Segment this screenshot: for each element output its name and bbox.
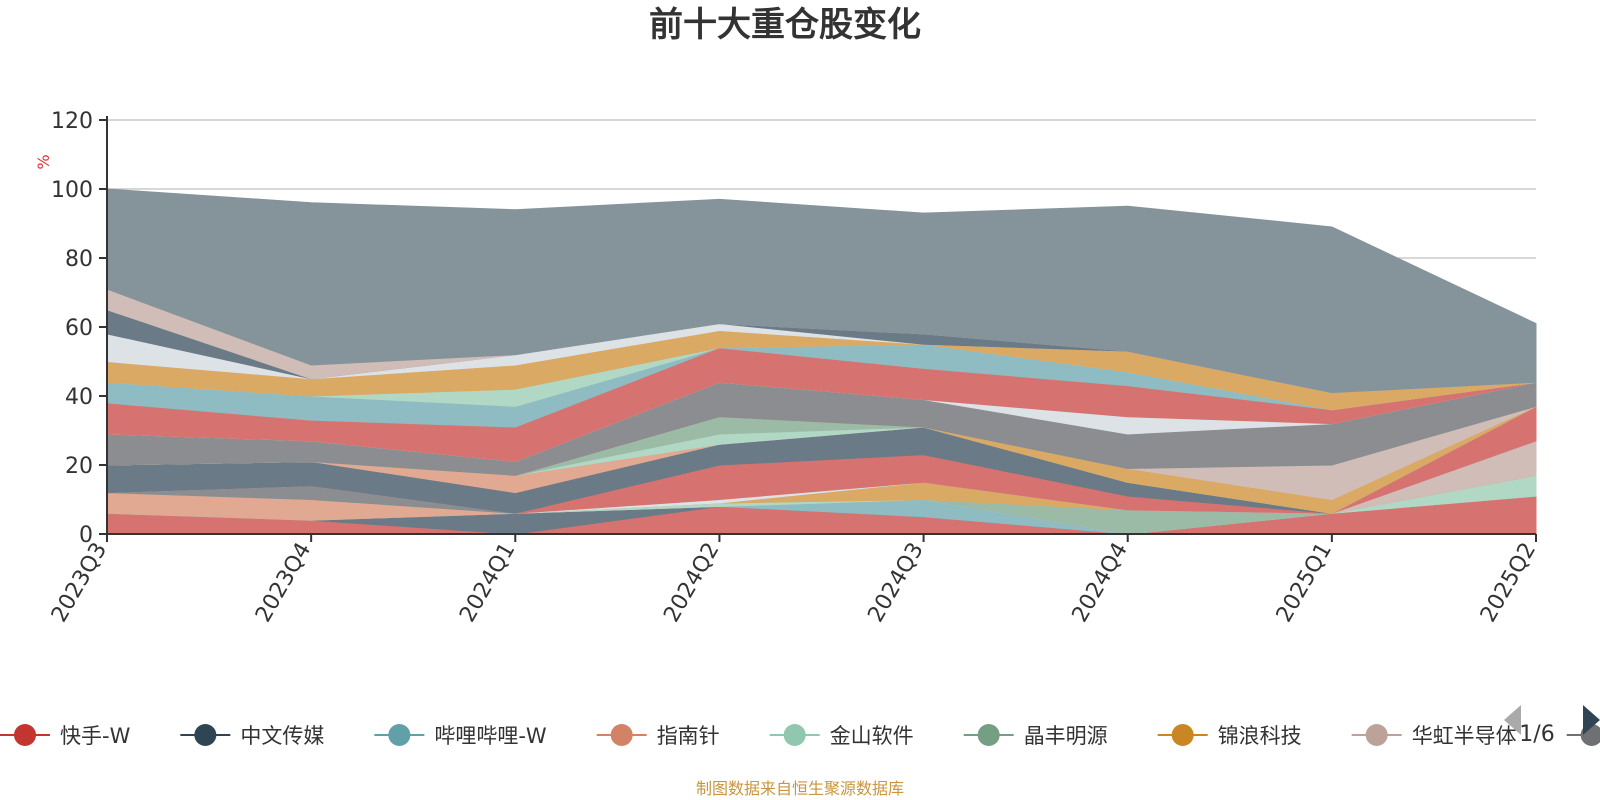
axes — [99, 116, 1537, 542]
legend-pager: 1/6 — [1504, 705, 1600, 747]
y-tick-label: 0 — [79, 523, 93, 548]
legend-circle-marker — [194, 724, 217, 746]
legend-item[interactable]: 哔哩哔哩-W — [374, 724, 547, 748]
y-tick-label: 60 — [65, 316, 93, 341]
x-tick-label: 2024Q4 — [1068, 539, 1133, 627]
x-tick-label: 2025Q2 — [1476, 539, 1541, 627]
y-tick-label: 80 — [65, 247, 93, 272]
y-axis-unit: % — [34, 154, 53, 169]
legend: 快手-W 中文传媒 哔哩哔哩-W 指南针 金山软件 晶丰明源 锦浪科技 华虹半导体 — [0, 724, 1600, 748]
legend-item[interactable]: 华虹半导体 — [1351, 724, 1517, 748]
legend-circle-marker — [1171, 724, 1194, 746]
area-series — [106, 188, 1537, 394]
area-series — [106, 188, 1537, 535]
legend-item[interactable]: 快手-W — [0, 724, 131, 748]
y-tick-label: 100 — [51, 178, 93, 203]
y-tick-label: 120 — [51, 109, 93, 134]
legend-circle-marker — [610, 724, 633, 746]
legend-item[interactable]: 中文传媒 — [180, 724, 324, 748]
y-tick-label: 40 — [65, 385, 93, 410]
legend-label: 华虹半导体 — [1412, 724, 1517, 748]
legend-label: 快手-W — [60, 724, 131, 748]
x-tick-label: 2023Q4 — [251, 539, 316, 627]
legend-circle-marker — [783, 724, 806, 746]
x-tick-label: 2025Q1 — [1272, 539, 1337, 627]
legend-page-indicator: 1/6 — [1519, 722, 1554, 747]
triangle-right-icon[interactable] — [1583, 705, 1600, 735]
chart-title: 前十大重仓股变化 — [649, 5, 921, 45]
legend-circle-marker — [977, 724, 1000, 746]
x-tick-label: 2024Q3 — [863, 539, 928, 627]
x-tick-label: 2024Q2 — [659, 539, 724, 627]
legend-label: 指南针 — [657, 724, 720, 748]
x-tick-label: 2024Q1 — [455, 539, 520, 627]
legend-item[interactable]: 金山软件 — [769, 724, 914, 748]
legend-label: 锦浪科技 — [1218, 724, 1302, 748]
legend-circle-marker — [388, 724, 411, 746]
legend-item[interactable]: 锦浪科技 — [1157, 724, 1302, 748]
triangle-left-icon[interactable] — [1504, 705, 1521, 735]
legend-item[interactable]: 晶丰明源 — [963, 724, 1108, 748]
legend-circle-marker — [14, 724, 36, 746]
legend-label: 中文传媒 — [240, 724, 324, 748]
x-tick-label: 2023Q3 — [47, 539, 112, 627]
legend-label: 金山软件 — [830, 724, 914, 748]
footer-source: 制图数据来自恒生聚源数据库 — [696, 779, 904, 798]
y-tick-label: 20 — [65, 454, 93, 479]
legend-circle-marker — [1365, 724, 1388, 746]
legend-label: 晶丰明源 — [1024, 724, 1108, 748]
legend-label: 哔哩哔哩-W — [434, 724, 547, 748]
legend-item[interactable]: 指南针 — [596, 724, 720, 748]
